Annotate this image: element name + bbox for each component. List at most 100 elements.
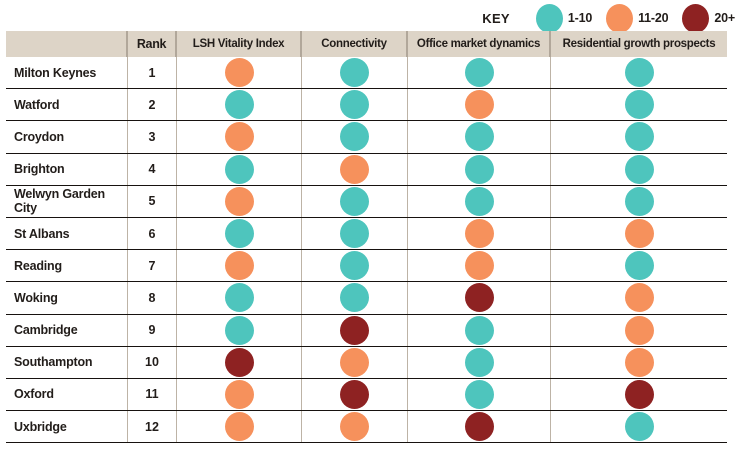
- rating-dot: [340, 347, 369, 377]
- office-market-cell: [408, 185, 551, 217]
- rating-dot: [340, 251, 369, 281]
- rating-dot: [340, 58, 369, 88]
- connectivity-cell: [302, 121, 408, 153]
- rating-dot: [464, 58, 494, 88]
- lsh-vitality-cell: [177, 314, 302, 346]
- table-row: Reading 7: [6, 250, 727, 283]
- office-market-cell: [408, 153, 551, 185]
- rating-dot: [624, 251, 654, 281]
- residential-growth-cell: [551, 250, 727, 281]
- city-name: Milton Keynes: [6, 57, 128, 89]
- rating-dot: [464, 219, 494, 249]
- table-body: Milton Keynes 1 Watford 2 Croydon 3 Brig…: [6, 57, 727, 444]
- connectivity-cell: [302, 282, 408, 314]
- key-title: KEY: [482, 10, 510, 26]
- header-rank: Rank: [128, 31, 177, 57]
- city-name: Uxbridge: [6, 411, 128, 443]
- connectivity-cell: [302, 89, 408, 121]
- vitality-ranking-table: Rank LSH Vitality Index Connectivity Off…: [6, 31, 727, 444]
- rank-value: 1: [128, 57, 177, 89]
- lsh-vitality-cell: [177, 411, 302, 443]
- office-market-cell: [408, 250, 551, 282]
- legend-label: 11-20: [638, 11, 669, 25]
- city-name: Southampton: [6, 346, 128, 378]
- lsh-vitality-cell: [177, 250, 302, 282]
- rating-dot: [624, 58, 654, 88]
- office-market-cell: [408, 346, 551, 378]
- city-name: Croydon: [6, 121, 128, 153]
- rank-value: 3: [128, 121, 177, 153]
- rating-dot: [624, 379, 654, 409]
- table-row: Cambridge 9: [6, 314, 727, 347]
- rating-dot: [224, 154, 254, 184]
- rating-dot: [340, 315, 369, 345]
- header-lsh-vitality-index: LSH Vitality Index: [177, 31, 302, 57]
- rating-dot: [624, 283, 654, 313]
- rank-value: 9: [128, 314, 177, 346]
- rating-dot: [340, 154, 369, 184]
- connectivity-cell: [302, 411, 408, 443]
- table-row: Milton Keynes 1: [6, 57, 727, 90]
- lsh-vitality-cell: [177, 282, 302, 314]
- rating-dot: [624, 347, 654, 377]
- rank-value: 7: [128, 250, 177, 282]
- rating-dot: [224, 379, 254, 409]
- rating-dot: [224, 219, 254, 249]
- table-row: Oxford 11: [6, 378, 727, 412]
- rating-dot: [224, 283, 254, 313]
- connectivity-cell: [302, 185, 408, 217]
- rating-dot: [464, 347, 494, 377]
- rating-dot: [464, 122, 494, 152]
- rating-dot: [224, 251, 254, 281]
- rating-dot: [464, 412, 494, 442]
- residential-growth-cell: [551, 186, 727, 217]
- rating-dot: [224, 186, 254, 216]
- table-row: Watford 2: [6, 89, 727, 122]
- legend-dot-orange-icon: [606, 3, 634, 33]
- table-row: Welwyn Garden City 5: [6, 185, 727, 218]
- city-name: St Albans: [6, 217, 128, 250]
- connectivity-cell: [302, 250, 408, 282]
- rating-dot: [464, 315, 494, 345]
- legend-item-11-20: 11-20: [606, 3, 669, 33]
- lsh-vitality-cell: [177, 89, 302, 121]
- connectivity-cell: [302, 153, 408, 185]
- rating-dot: [340, 379, 369, 409]
- rating-dot: [464, 154, 494, 184]
- residential-growth-cell: [551, 282, 727, 313]
- lsh-vitality-cell: [177, 378, 302, 411]
- legend-label: 1-10: [567, 11, 593, 25]
- residential-growth-cell: [551, 154, 727, 185]
- office-market-cell: [408, 57, 551, 89]
- residential-growth-cell: [551, 218, 727, 249]
- connectivity-cell: [302, 346, 408, 378]
- rating-dot: [340, 90, 369, 120]
- rating-dot: [624, 315, 654, 345]
- table-row: Brighton 4: [6, 153, 727, 186]
- rank-value: 12: [128, 411, 177, 443]
- rating-dot: [224, 315, 254, 345]
- legend-dot-teal-icon: [535, 3, 563, 33]
- lsh-vitality-cell: [177, 121, 302, 153]
- office-market-cell: [408, 314, 551, 346]
- rating-dot: [624, 412, 654, 442]
- lsh-vitality-cell: [177, 185, 302, 217]
- rank-value: 6: [128, 217, 177, 250]
- rating-dot: [464, 251, 494, 281]
- rating-dot: [224, 347, 254, 377]
- rating-dot: [340, 186, 369, 216]
- header-residential-growth-prospects: Residential growth prospects: [551, 31, 727, 57]
- rating-dot: [340, 283, 369, 313]
- lsh-vitality-cell: [177, 217, 302, 250]
- office-market-cell: [408, 411, 551, 443]
- rating-dot: [224, 412, 254, 442]
- rating-dot: [464, 379, 494, 409]
- lsh-vitality-cell: [177, 57, 302, 89]
- rating-dot: [464, 283, 494, 313]
- city-name: Oxford: [6, 378, 128, 411]
- rank-value: 11: [128, 378, 177, 411]
- office-market-cell: [408, 282, 551, 314]
- rating-dot: [340, 412, 369, 442]
- rating-dot: [464, 186, 494, 216]
- header-office-market-dynamics: Office market dynamics: [408, 31, 551, 57]
